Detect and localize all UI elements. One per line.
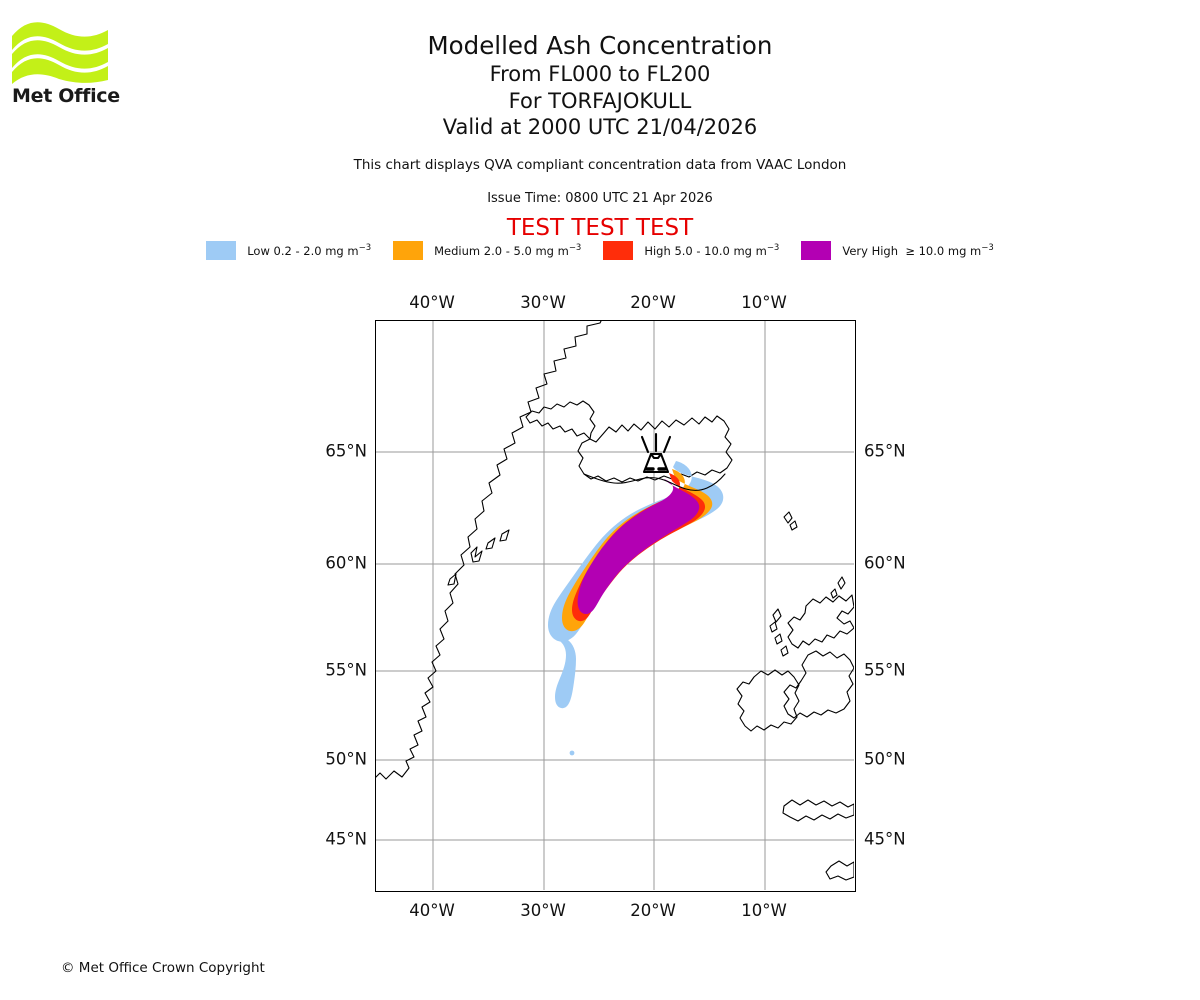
legend-high-range: 5.0 - 10.0 mg m: [674, 243, 767, 258]
legend-label-high: High 5.0 - 10.0 mg m−3: [644, 242, 780, 258]
coastline-faroe-islands: [783, 511, 798, 531]
chart-title-block: Modelled Ash Concentration From FL000 to…: [0, 30, 1200, 141]
lat-label-left-55n: 55°N: [325, 660, 367, 680]
legend-very-high-exponent: −3: [981, 242, 994, 253]
coastlines: [376, 321, 854, 881]
test-banner: TEST TEST TEST: [506, 215, 694, 241]
ash-contour-low-tail: [555, 639, 576, 709]
coastline-iceland-northwest-peninsula: [525, 400, 596, 440]
map-gridlines: [376, 321, 854, 890]
legend-high-prefix: High: [644, 243, 671, 258]
legend-medium-prefix: Medium: [434, 243, 481, 258]
lat-label-right-45n: 45°N: [864, 829, 906, 849]
legend-very-high-range: ≥ 10.0 mg m: [905, 243, 982, 258]
legend-low-prefix: Low: [247, 243, 270, 258]
coastline-france: [782, 799, 854, 822]
ash-speck-low: [569, 750, 575, 756]
map-canvas: [376, 321, 854, 890]
coastline-greenland-fjord-b: [485, 537, 496, 550]
coastline-england-wales: [783, 650, 854, 719]
copyright-notice: © Met Office Crown Copyright: [61, 960, 265, 976]
legend-item-medium: Medium 2.0 - 5.0 mg m−3: [393, 241, 581, 260]
legend-very-high-prefix: Very High: [842, 243, 899, 258]
legend-medium-range: 2.0 - 5.0 mg m: [483, 243, 569, 258]
legend-medium-exponent: −3: [568, 242, 582, 253]
coastline-scotland: [787, 594, 854, 649]
met-office-logo-text: Met Office: [12, 85, 120, 107]
legend-label-medium: Medium 2.0 - 5.0 mg m−3: [434, 242, 582, 258]
coastline-iceland: [577, 415, 733, 483]
met-office-logo: Met Office: [12, 22, 122, 112]
page-title: Modelled Ash Concentration: [427, 31, 773, 60]
lat-label-right-50n: 50°N: [864, 749, 906, 769]
qva-compliance-note: This chart displays QVA compliant concen…: [353, 157, 847, 173]
coastline-greenland: [376, 321, 602, 780]
lat-label-right-60n: 60°N: [864, 553, 906, 573]
coastline-shetland-orkney: [830, 576, 846, 599]
ash-plume: [548, 461, 726, 756]
lon-label-bottom-20w: 20°W: [630, 901, 676, 920]
lat-label-left-50n: 50°N: [325, 749, 367, 769]
legend-low-range: 0.2 - 2.0 mg m: [273, 243, 359, 258]
volcano-subtitle: For TORFAJOKULL: [508, 88, 692, 113]
met-office-wave-mark: [12, 22, 108, 84]
legend-label-very-high: Very High ≥ 10.0 mg m−3: [842, 242, 994, 258]
legend-item-very-high: Very High ≥ 10.0 mg m−3: [801, 241, 994, 260]
lat-label-right-55n: 55°N: [864, 660, 906, 680]
flight-level-subtitle: From FL000 to FL200: [489, 62, 711, 86]
ash-contour-very-high: [577, 479, 700, 614]
coastline-ireland: [736, 669, 800, 732]
lat-label-left-60n: 60°N: [325, 553, 367, 573]
volcano-marker-icon: [640, 432, 672, 474]
coastline-greenland-fjord-c: [499, 529, 510, 542]
coastline-over-plume: [583, 473, 726, 491]
lon-label-bottom-40w: 40°W: [409, 901, 455, 920]
legend-swatch-very-high: [801, 241, 832, 260]
legend-item-low: Low 0.2 - 2.0 mg m−3: [206, 241, 371, 260]
legend-low-exponent: −3: [358, 242, 372, 253]
lon-label-top-30w: 30°W: [520, 293, 566, 312]
legend-swatch-high: [603, 241, 634, 260]
lat-label-right-65n: 65°N: [864, 441, 906, 461]
lon-label-top-40w: 40°W: [409, 293, 455, 312]
legend-swatch-low: [206, 241, 237, 260]
coastline-greenland-fjord-d: [447, 573, 457, 586]
concentration-legend: Low 0.2 - 2.0 mg m−3 Medium 2.0 - 5.0 mg…: [0, 241, 1200, 260]
lat-label-left-45n: 45°N: [325, 829, 367, 849]
map-frame: [375, 320, 856, 892]
valid-time-subtitle: Valid at 2000 UTC 21/04/2026: [442, 115, 758, 139]
legend-item-high: High 5.0 - 10.0 mg m−3: [603, 241, 779, 260]
coastline-greenland-fjord-a: [470, 546, 483, 563]
lon-label-top-10w: 10°W: [741, 293, 787, 312]
legend-high-exponent: −3: [766, 242, 780, 253]
lon-label-bottom-10w: 10°W: [741, 901, 787, 920]
lon-label-bottom-30w: 30°W: [520, 901, 566, 920]
coastline-spain: [825, 860, 854, 881]
legend-swatch-medium: [393, 241, 424, 260]
lon-label-top-20w: 20°W: [630, 293, 676, 312]
ash-concentration-map: 40°W 30°W 20°W 10°W 40°W 30°W 20°W 10°W …: [325, 293, 905, 920]
coastline-outer-hebrides: [769, 608, 789, 657]
lat-label-left-65n: 65°N: [325, 441, 367, 461]
legend-label-low: Low 0.2 - 2.0 mg m−3: [247, 242, 372, 258]
issue-time-label: Issue Time: 0800 UTC 21 Apr 2026: [487, 191, 713, 206]
